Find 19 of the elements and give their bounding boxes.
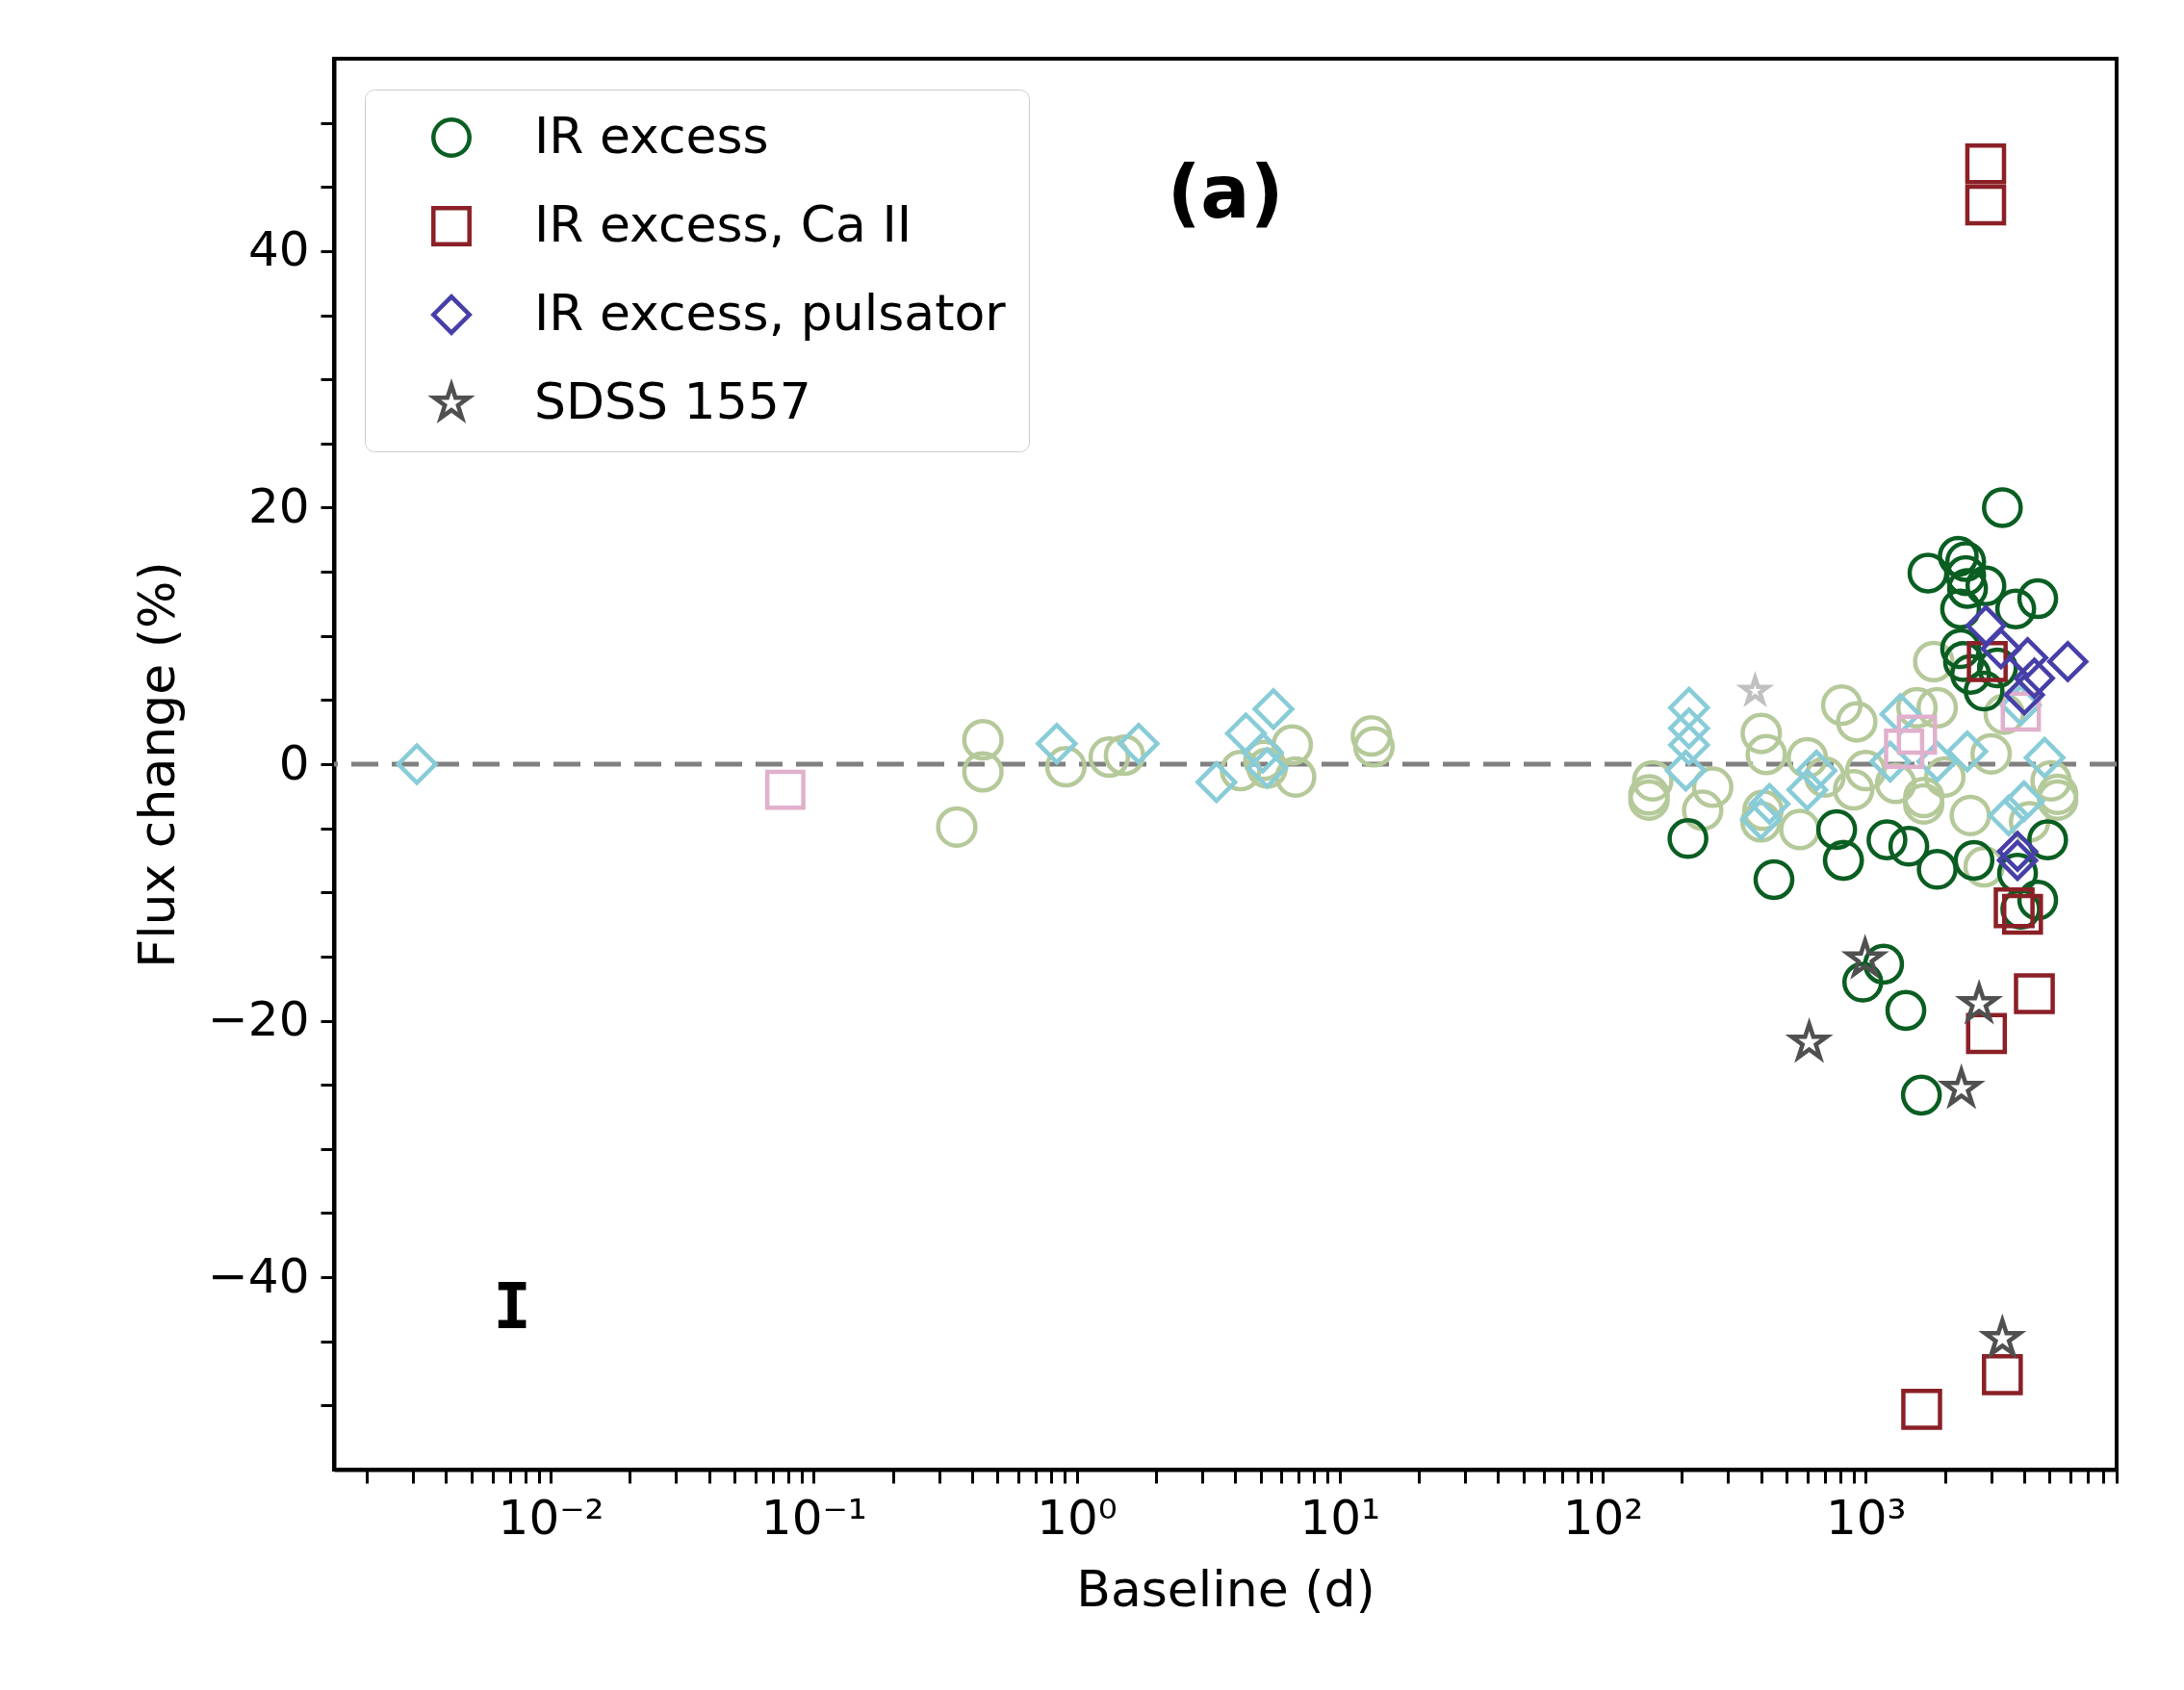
y-tick-label: 20 <box>247 477 310 534</box>
x-tick-label: 10² <box>1562 1489 1644 1546</box>
y-tick-label: −40 <box>207 1247 310 1304</box>
x-tick-label: 10⁰ <box>1037 1489 1118 1546</box>
annotation: (a) <box>1167 149 1284 235</box>
x-tick-label: 10⁻¹ <box>760 1489 867 1546</box>
annotation: I <box>493 1269 531 1344</box>
legend-label: IR excess, Ca II <box>534 195 912 253</box>
y-tick-label: −20 <box>207 991 310 1048</box>
y-tick-label: 0 <box>278 734 310 791</box>
x-axis-title: Baseline (d) <box>1076 1559 1375 1618</box>
x-tick-label: 10¹ <box>1299 1489 1381 1546</box>
legend-label: SDSS 1557 <box>534 372 811 430</box>
y-tick-label: 40 <box>247 221 310 278</box>
legend-label: IR excess <box>534 107 769 165</box>
x-tick-label: 10⁻² <box>498 1489 604 1546</box>
x-tick-label: 10³ <box>1825 1489 1907 1546</box>
legend-label: IR excess, pulsator <box>534 284 1007 342</box>
y-axis-title: Flux change (%) <box>127 561 186 968</box>
